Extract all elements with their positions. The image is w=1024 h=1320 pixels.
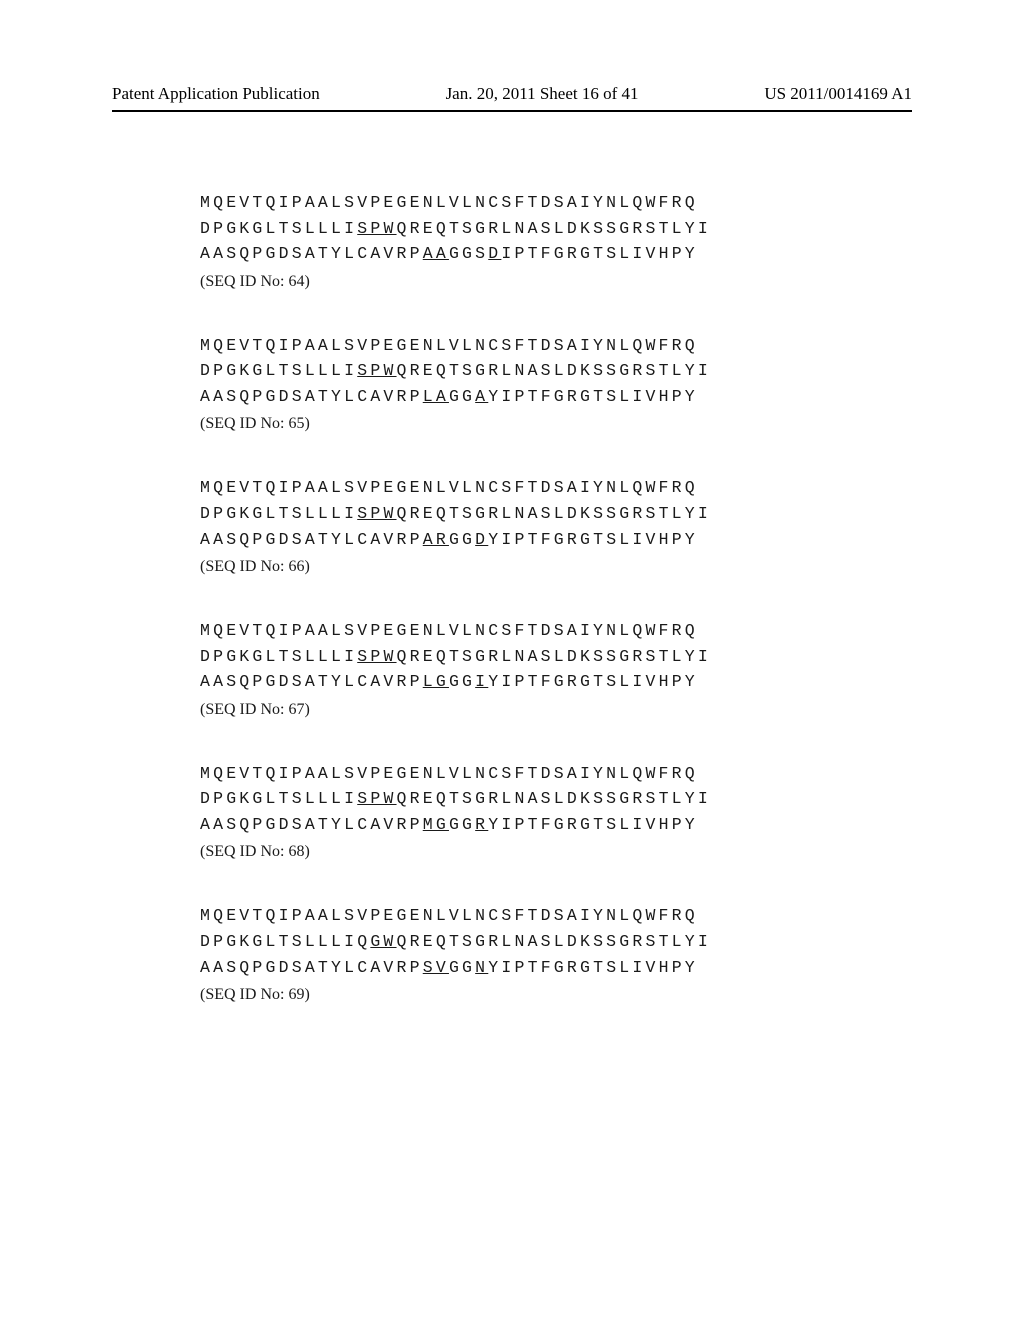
header-sheet-info: Jan. 20, 2011 Sheet 16 of 41 bbox=[446, 84, 639, 104]
seq-text: QREQTSGRLNASLDKSSGRSTLYI bbox=[397, 504, 711, 523]
sequence-line-2: DPGKGLTSLLLISPWQREQTSGRLNASLDKSSGRSTLYI bbox=[200, 216, 899, 242]
seq-text: DPGKGLTSLLLIQ bbox=[200, 932, 370, 951]
seq-text-underline: N bbox=[475, 958, 488, 977]
sequence-line-2: DPGKGLTSLLLISPWQREQTSGRLNASLDKSSGRSTLYI bbox=[200, 644, 899, 670]
seq-text-underline: SPW bbox=[357, 219, 396, 238]
seq-text: YIPTFGRGTSLIVHPY bbox=[488, 387, 698, 406]
seq-text-underline: R bbox=[475, 815, 488, 834]
seq-text: QREQTSGRLNASLDKSSGRSTLYI bbox=[397, 219, 711, 238]
seq-text: GGS bbox=[449, 244, 488, 263]
seq-text-underline: MG bbox=[423, 815, 449, 834]
sequence-line-3: AASQPGDSATYLCAVRPLAGGAYIPTFGRGTSLIVHPY bbox=[200, 384, 899, 410]
sequence-line-3: AASQPGDSATYLCAVRPAAGGSDIPTFGRGTSLIVHPY bbox=[200, 241, 899, 267]
seq-text: AASQPGDSATYLCAVRP bbox=[200, 815, 423, 834]
seq-text: AASQPGDSATYLCAVRP bbox=[200, 387, 423, 406]
sequence-line-3: AASQPGDSATYLCAVRPSVGGNYIPTFGRGTSLIVHPY bbox=[200, 955, 899, 981]
sequence-line-1: MQEVTQIPAALSVPEGENLVLNCSFTDSAIYNLQWFRQ bbox=[200, 475, 899, 501]
sequence-line-2: DPGKGLTSLLLISPWQREQTSGRLNASLDKSSGRSTLYI bbox=[200, 501, 899, 527]
sequence-block: MQEVTQIPAALSVPEGENLVLNCSFTDSAIYNLQWFRQ D… bbox=[200, 333, 899, 434]
seq-text: YIPTFGRGTSLIVHPY bbox=[488, 815, 698, 834]
sequence-line-2: DPGKGLTSLLLISPWQREQTSGRLNASLDKSSGRSTLYI bbox=[200, 358, 899, 384]
page-header: Patent Application Publication Jan. 20, … bbox=[0, 84, 1024, 104]
seq-text: GG bbox=[449, 815, 475, 834]
sequence-line-1: MQEVTQIPAALSVPEGENLVLNCSFTDSAIYNLQWFRQ bbox=[200, 761, 899, 787]
seq-text-underline: LA bbox=[423, 387, 449, 406]
sequence-line-1: MQEVTQIPAALSVPEGENLVLNCSFTDSAIYNLQWFRQ bbox=[200, 333, 899, 359]
seq-text-underline: GW bbox=[370, 932, 396, 951]
sequence-line-3: AASQPGDSATYLCAVRPARGGDYIPTFGRGTSLIVHPY bbox=[200, 527, 899, 553]
sequence-line-1: MQEVTQIPAALSVPEGENLVLNCSFTDSAIYNLQWFRQ bbox=[200, 190, 899, 216]
sequence-id: (SEQ ID No: 69) bbox=[200, 986, 899, 1004]
seq-text-underline: SPW bbox=[357, 647, 396, 666]
seq-text: DPGKGLTSLLLI bbox=[200, 361, 357, 380]
sequence-line-3: AASQPGDSATYLCAVRPMGGGRYIPTFGRGTSLIVHPY bbox=[200, 812, 899, 838]
seq-text: AASQPGDSATYLCAVRP bbox=[200, 244, 423, 263]
sequence-block: MQEVTQIPAALSVPEGENLVLNCSFTDSAIYNLQWFRQ D… bbox=[200, 618, 899, 719]
header-divider bbox=[112, 110, 912, 112]
sequence-id: (SEQ ID No: 65) bbox=[200, 415, 899, 433]
seq-text: AASQPGDSATYLCAVRP bbox=[200, 672, 423, 691]
seq-text: GG bbox=[449, 387, 475, 406]
seq-text: YIPTFGRGTSLIVHPY bbox=[488, 530, 698, 549]
sequence-listing: MQEVTQIPAALSVPEGENLVLNCSFTDSAIYNLQWFRQ D… bbox=[200, 190, 899, 1046]
sequence-line-2: DPGKGLTSLLLIQGWQREQTSGRLNASLDKSSGRSTLYI bbox=[200, 929, 899, 955]
seq-text-underline: D bbox=[488, 244, 501, 263]
seq-text: QREQTSGRLNASLDKSSGRSTLYI bbox=[397, 361, 711, 380]
sequence-line-1: MQEVTQIPAALSVPEGENLVLNCSFTDSAIYNLQWFRQ bbox=[200, 618, 899, 644]
sequence-block: MQEVTQIPAALSVPEGENLVLNCSFTDSAIYNLQWFRQ D… bbox=[200, 761, 899, 862]
seq-text-underline: SPW bbox=[357, 789, 396, 808]
seq-text: DPGKGLTSLLLI bbox=[200, 219, 357, 238]
seq-text: GG bbox=[449, 530, 475, 549]
seq-text-underline: LG bbox=[423, 672, 449, 691]
seq-text-underline: SPW bbox=[357, 361, 396, 380]
header-patent-number: US 2011/0014169 A1 bbox=[764, 84, 912, 104]
seq-text-underline: D bbox=[475, 530, 488, 549]
seq-text-underline: SV bbox=[423, 958, 449, 977]
seq-text-underline: SPW bbox=[357, 504, 396, 523]
seq-text: DPGKGLTSLLLI bbox=[200, 789, 357, 808]
seq-text: QREQTSGRLNASLDKSSGRSTLYI bbox=[397, 789, 711, 808]
seq-text: DPGKGLTSLLLI bbox=[200, 504, 357, 523]
seq-text-underline: AR bbox=[423, 530, 449, 549]
sequence-id: (SEQ ID No: 67) bbox=[200, 701, 899, 719]
seq-text: IPTFGRGTSLIVHPY bbox=[501, 244, 698, 263]
sequence-line-1: MQEVTQIPAALSVPEGENLVLNCSFTDSAIYNLQWFRQ bbox=[200, 903, 899, 929]
seq-text-underline: I bbox=[475, 672, 488, 691]
seq-text: YIPTFGRGTSLIVHPY bbox=[488, 672, 698, 691]
seq-text: GG bbox=[449, 672, 475, 691]
seq-text-underline: AA bbox=[423, 244, 449, 263]
seq-text: DPGKGLTSLLLI bbox=[200, 647, 357, 666]
sequence-id: (SEQ ID No: 64) bbox=[200, 273, 899, 291]
seq-text-underline: A bbox=[475, 387, 488, 406]
seq-text: AASQPGDSATYLCAVRP bbox=[200, 530, 423, 549]
sequence-id: (SEQ ID No: 66) bbox=[200, 558, 899, 576]
sequence-line-3: AASQPGDSATYLCAVRPLGGGIYIPTFGRGTSLIVHPY bbox=[200, 669, 899, 695]
sequence-block: MQEVTQIPAALSVPEGENLVLNCSFTDSAIYNLQWFRQ D… bbox=[200, 475, 899, 576]
seq-text: QREQTSGRLNASLDKSSGRSTLYI bbox=[397, 647, 711, 666]
seq-text: QREQTSGRLNASLDKSSGRSTLYI bbox=[397, 932, 711, 951]
sequence-id: (SEQ ID No: 68) bbox=[200, 843, 899, 861]
sequence-line-2: DPGKGLTSLLLISPWQREQTSGRLNASLDKSSGRSTLYI bbox=[200, 786, 899, 812]
seq-text: YIPTFGRGTSLIVHPY bbox=[488, 958, 698, 977]
sequence-block: MQEVTQIPAALSVPEGENLVLNCSFTDSAIYNLQWFRQ D… bbox=[200, 903, 899, 1004]
seq-text: AASQPGDSATYLCAVRP bbox=[200, 958, 423, 977]
sequence-block: MQEVTQIPAALSVPEGENLVLNCSFTDSAIYNLQWFRQ D… bbox=[200, 190, 899, 291]
header-publication: Patent Application Publication bbox=[112, 84, 320, 104]
seq-text: GG bbox=[449, 958, 475, 977]
